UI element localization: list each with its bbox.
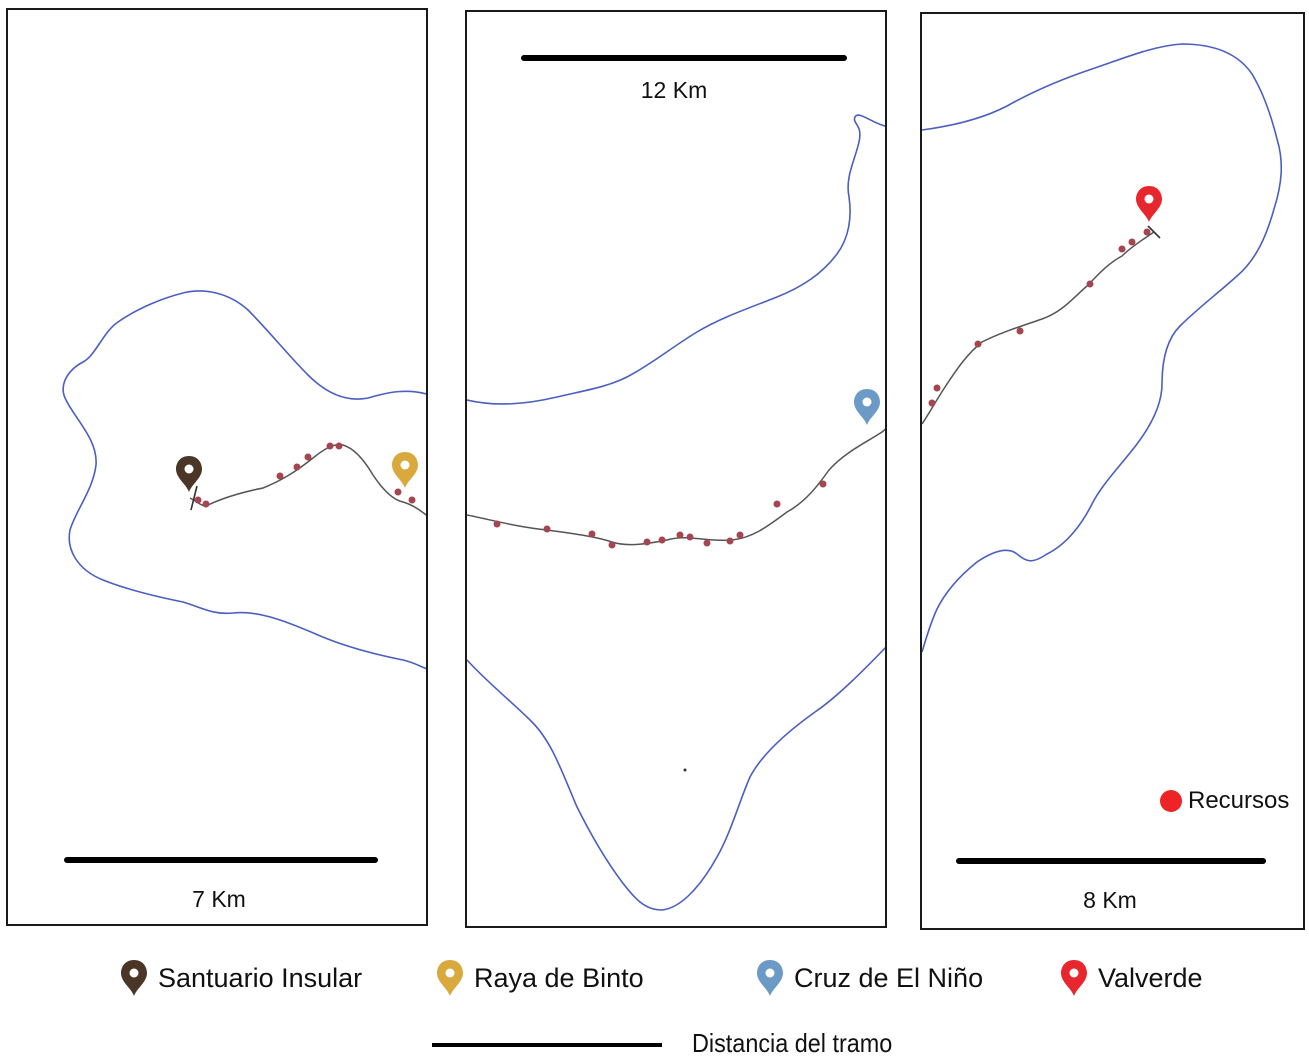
- legend-recursos: Recursos: [1156, 785, 1294, 817]
- scale-bar-west: [64, 857, 378, 863]
- pin-santuario-icon: [176, 456, 202, 492]
- scale-bar-center: [521, 55, 847, 61]
- pin-valverde-legend-icon: [1061, 960, 1087, 996]
- coastline-center-north: [467, 114, 885, 405]
- resource-dots-center: [493, 480, 827, 549]
- legend-item-santuario: Santuario Insular: [120, 958, 362, 998]
- route-east: [922, 231, 1155, 425]
- distance-line-sample: [432, 1043, 662, 1047]
- map-west-canvas: [62, 290, 426, 670]
- map-speck: [683, 768, 687, 772]
- pin-cruz-legend-icon: [757, 960, 783, 996]
- scale-label-east: 8 Km: [1083, 887, 1137, 913]
- scale-label-west: 7 Km: [192, 886, 246, 912]
- legend-label-cruz: Cruz de El Niño: [794, 962, 984, 993]
- resource-dots-east: [928, 228, 1151, 407]
- pin-raya-legend-icon: [437, 960, 463, 996]
- scale-label-center: 12 Km: [640, 77, 708, 103]
- pin-valverde-icon: [1136, 186, 1162, 222]
- distance-label: Distancia del tramo: [692, 1028, 893, 1058]
- map-east-canvas: [922, 43, 1283, 653]
- coastline-center-south: [467, 646, 885, 911]
- legend-item-cruz: Cruz de El Niño: [756, 958, 983, 998]
- map-panel-center: 12 Km: [465, 10, 887, 928]
- legend-label-santuario: Santuario Insular: [158, 962, 363, 993]
- resource-dot-icon: [1160, 790, 1182, 812]
- pin-raya-icon: [392, 452, 418, 488]
- coastline-east-north: [922, 43, 1283, 562]
- map-panel-east: 8 Km: [920, 12, 1305, 930]
- coastline-west: [62, 290, 426, 670]
- legend-item-valverde: Valverde: [1060, 958, 1203, 998]
- route-end-mark: [1147, 225, 1161, 239]
- coastline-east-south: [922, 549, 1018, 653]
- map-center-canvas: [467, 114, 885, 911]
- legend-label-valverde: Valverde: [1098, 962, 1203, 993]
- resource-dots-west: [194, 442, 416, 508]
- scale-bar-east: [956, 858, 1266, 864]
- legend-recursos-label: Recursos: [1188, 787, 1290, 814]
- pin-santuario-legend-icon: [121, 960, 147, 996]
- legend-item-raya: Raya de Binto: [436, 958, 644, 998]
- route-start-mark: [190, 485, 198, 511]
- legend-label-raya: Raya de Binto: [474, 962, 644, 993]
- map-panel-west: 7 Km: [6, 8, 428, 926]
- pin-cruz-icon: [854, 389, 880, 425]
